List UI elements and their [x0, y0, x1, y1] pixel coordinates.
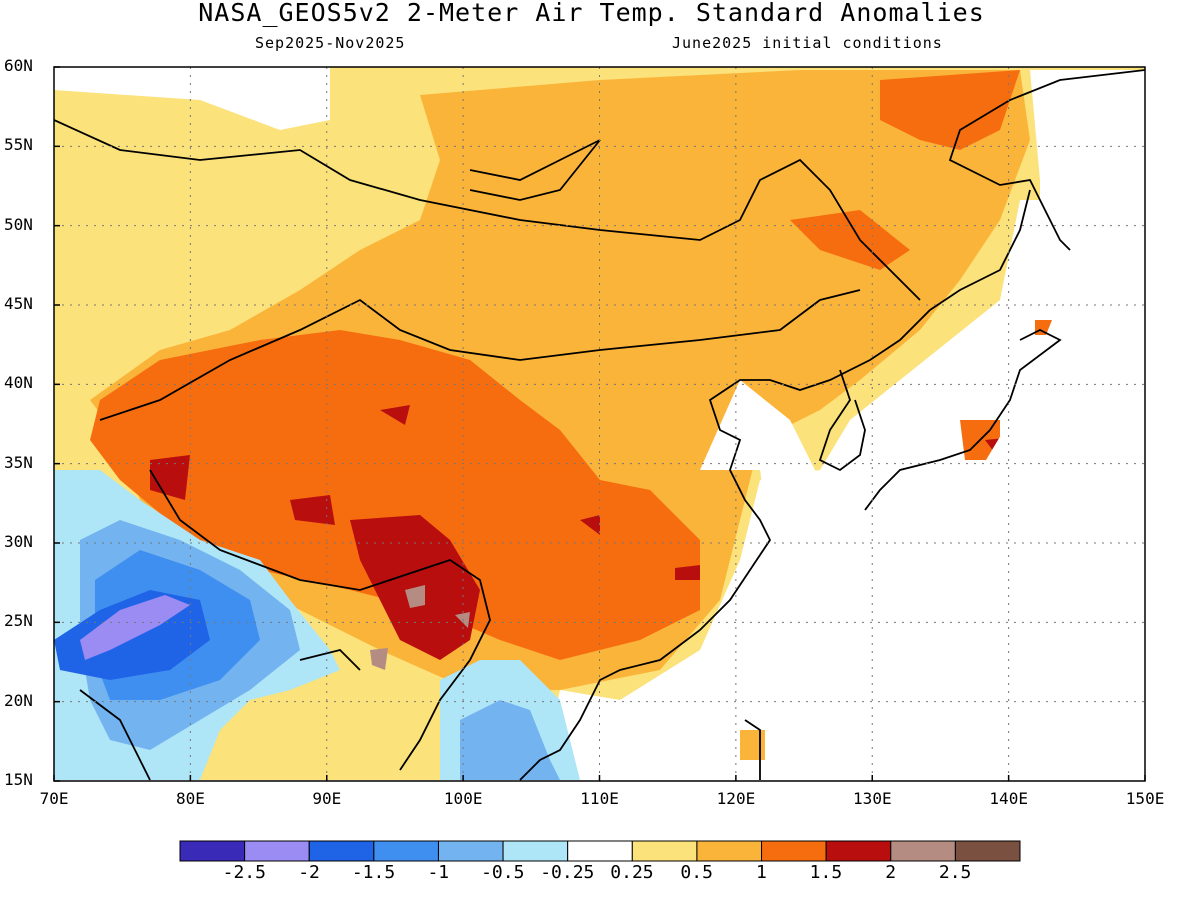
lat-label: 50N: [4, 214, 33, 234]
colorbar-label: -1: [427, 862, 450, 883]
colorbar-label: 0.25: [610, 862, 654, 883]
lat-label: 55N: [4, 135, 33, 155]
init-label: June2025 initial conditions: [672, 34, 943, 52]
lat-label: 60N: [4, 56, 33, 75]
lon-label: 110E: [580, 789, 619, 808]
lon-label: 150E: [1125, 789, 1165, 808]
period-label: Sep2025-Nov2025: [255, 34, 406, 52]
coastlines: [54, 69, 1145, 781]
colorbar-swatch: [437, 840, 504, 862]
colorbar-swatch: [308, 840, 375, 862]
colorbar-swatch: [696, 840, 763, 862]
lon-label: 130E: [853, 789, 892, 808]
lon-label: 80E: [175, 789, 205, 808]
colorbar-label: -0.25: [540, 862, 595, 883]
lon-label: 140E: [989, 789, 1028, 808]
colorbar-swatch: [631, 840, 698, 862]
colorbar-label: -1.5: [351, 862, 396, 883]
map-title: NASA_GEOS5v2 2-Meter Air Temp. Standard …: [198, 0, 985, 27]
lat-label: 20N: [4, 690, 33, 710]
colorbar-swatch: [954, 840, 1021, 862]
colorbar-label: 2: [885, 862, 897, 883]
lat-label: 15N: [4, 770, 33, 789]
colorbar-label: 1.5: [809, 862, 843, 883]
axis-ticks: [53, 66, 1146, 782]
colorbar-label: -2: [298, 862, 320, 883]
colorbar-swatch: [825, 840, 892, 862]
lat-label: 30N: [4, 532, 33, 551]
colorbar-label: 0.5: [680, 862, 713, 883]
colorbar-label: -0.5: [481, 862, 525, 883]
lon-label: 100E: [443, 789, 483, 808]
colorbar-swatch: [244, 840, 310, 862]
lat-label: 25N: [4, 611, 33, 631]
colorbar-label: -2.5: [222, 862, 266, 883]
anomaly-field: [54, 67, 1145, 781]
colorbar-swatch: [179, 840, 246, 862]
colorbar-swatch: [890, 840, 956, 862]
lat-label: 35N: [4, 452, 33, 472]
lon-label: 70E: [39, 789, 69, 808]
colorbar-swatch: [502, 840, 569, 862]
colorbar-swatch: [761, 840, 827, 862]
colorbar-swatch: [373, 840, 439, 862]
gridlines: [54, 67, 1145, 781]
lat-label: 40N: [4, 373, 33, 393]
lon-label: 90E: [312, 789, 342, 808]
colorbar-swatch: [567, 840, 633, 862]
lon-label: 120E: [716, 789, 756, 808]
colorbar-label: 1: [756, 862, 767, 883]
lat-label: 45N: [4, 294, 33, 313]
colorbar-label: 2.5: [938, 862, 972, 883]
colorbar: [179, 840, 1021, 862]
